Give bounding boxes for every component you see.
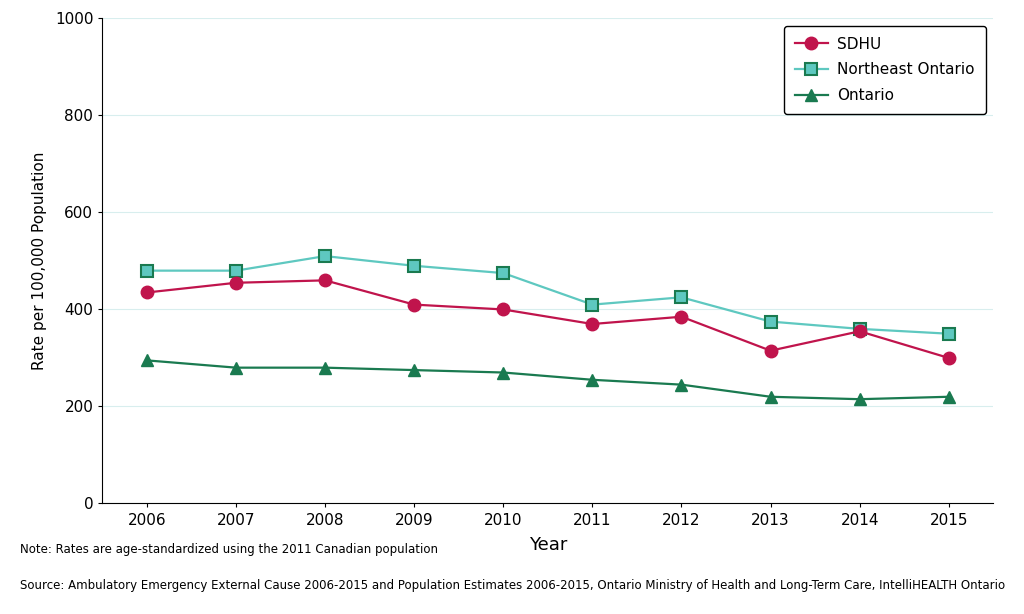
Ontario [854,395,866,403]
Ontario [498,369,510,376]
Ontario [676,381,688,388]
Ontario [141,357,154,364]
Line: Northeast Ontario: Northeast Ontario [141,251,954,340]
Ontario [319,364,332,371]
Text: Note: Rates are age-standardized using the 2011 Canadian population: Note: Rates are age-standardized using t… [20,543,438,556]
SDHU [498,306,510,313]
Ontario [409,367,421,374]
Line: SDHU: SDHU [140,274,955,364]
Northeast Ontario [943,330,955,338]
Northeast Ontario [765,318,777,325]
Text: Source: Ambulatory Emergency External Cause 2006-2015 and Population Estimates 2: Source: Ambulatory Emergency External Ca… [20,580,1006,593]
Ontario [230,364,243,371]
SDHU [230,279,243,287]
Legend: SDHU, Northeast Ontario, Ontario: SDHU, Northeast Ontario, Ontario [784,26,986,114]
Northeast Ontario [854,325,866,333]
Ontario [587,376,599,384]
Northeast Ontario [141,267,154,274]
X-axis label: Year: Year [528,536,567,554]
Northeast Ontario [409,262,421,270]
Y-axis label: Rate per 100,000 Population: Rate per 100,000 Population [32,152,46,370]
Northeast Ontario [230,267,243,274]
SDHU [676,313,688,321]
Northeast Ontario [587,301,599,308]
Northeast Ontario [498,270,510,277]
SDHU [854,328,866,335]
Northeast Ontario [676,293,688,301]
Ontario [765,393,777,400]
SDHU [319,277,332,284]
SDHU [141,289,154,296]
SDHU [765,347,777,354]
Ontario [943,393,955,400]
Northeast Ontario [319,252,332,260]
SDHU [943,354,955,362]
SDHU [587,321,599,328]
SDHU [409,301,421,308]
Line: Ontario: Ontario [141,355,954,405]
